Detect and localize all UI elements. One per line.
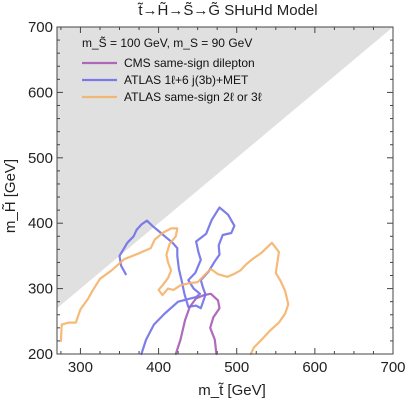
x-axis-label: m_t̃ [GeV] <box>198 382 266 399</box>
legend-label-2: ATLAS 1ℓ+6 j(3b)+MET <box>124 73 249 87</box>
y-tick-label: 300 <box>28 281 53 298</box>
plot-area: 300 400 500 600 700 200 300 400 500 600 700 <box>28 19 405 376</box>
series-line-3 <box>59 227 290 356</box>
x-tick-label: 500 <box>224 359 249 376</box>
legend: m_S̃ = 100 GeV, m_S = 90 GeV CMS same-si… <box>82 35 262 104</box>
x-tick-label: 700 <box>380 359 405 376</box>
x-tick-label: 600 <box>302 359 327 376</box>
y-tick-label: 400 <box>28 215 53 232</box>
excluded-region <box>57 27 393 309</box>
legend-label-3: ATLAS same-sign 2ℓ or 3ℓ <box>124 90 262 104</box>
x-tick-label: 300 <box>68 359 93 376</box>
plot-frame <box>56 26 394 355</box>
y-tick-label: 500 <box>28 150 53 167</box>
legend-annotation: m_S̃ = 100 GeV, m_S = 90 GeV <box>82 35 252 50</box>
y-tick-label: 700 <box>28 19 53 36</box>
y-tick-label: 600 <box>28 84 53 101</box>
legend-label-1: CMS same-sign dilepton <box>124 56 255 70</box>
chart-title: t̃→H̃→S̃→G̃ SHuHd Model <box>137 2 318 19</box>
y-tick-label: 200 <box>28 346 53 363</box>
y-axis-label: m_H̃ [GeV] <box>2 159 19 233</box>
series-line-1 <box>174 292 221 356</box>
x-tick-label: 400 <box>146 359 171 376</box>
